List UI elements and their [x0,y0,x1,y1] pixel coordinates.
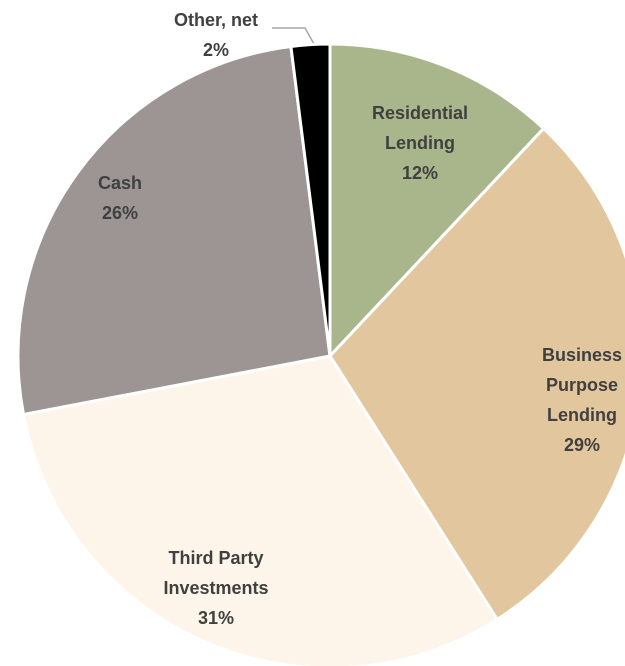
value-label: 31% [197,608,235,628]
category-label: Business Purpose Lending [541,345,623,425]
slice-label: Third Party Investments 31% [136,543,296,633]
category-label: Third Party Investments [163,548,269,598]
slice-label: Business Purpose Lending 29% [542,340,622,460]
value-label: 12% [401,163,439,183]
pie-slice [328,127,625,621]
slice-label: Other, net 2% [174,5,258,65]
slice-label: Residential Lending 12% [372,98,468,188]
pie-slice [16,44,332,416]
value-label: 26% [101,203,139,223]
pie-slice [22,354,499,666]
slice-label: Cash 26% [98,168,142,228]
category-label: Residential Lending [371,103,469,153]
pie-slice [328,42,546,358]
value-label: 29% [563,435,601,455]
category-label: Cash [97,173,143,193]
value-label: 2% [202,40,230,60]
leader-line [272,27,315,45]
category-label: Other, net [173,10,259,30]
pie-slice [289,42,332,358]
